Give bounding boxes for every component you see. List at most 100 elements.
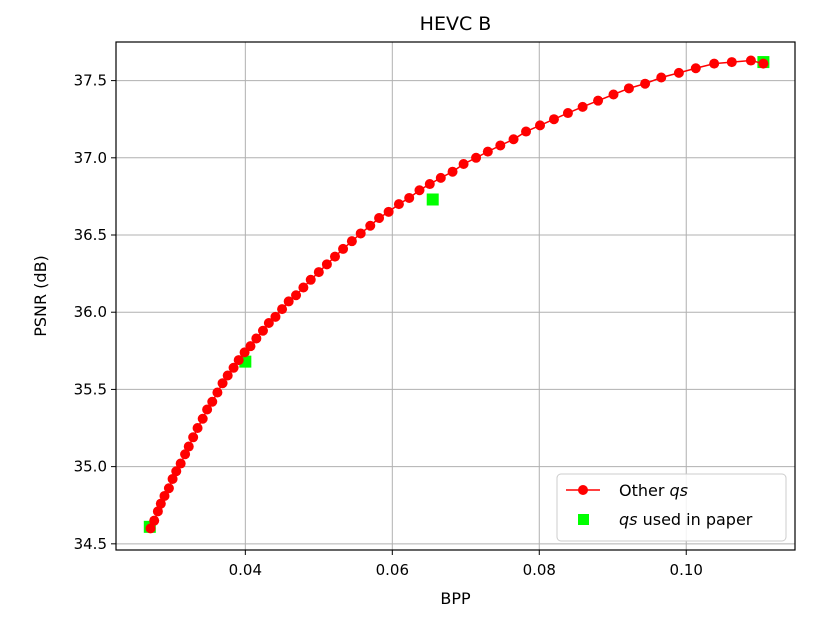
other-qs-point [270,311,281,322]
other-qs-point [508,134,519,145]
legend-box [556,473,787,542]
other-qs-point [577,101,588,112]
other-qs-point [167,473,178,484]
other-qs-point [338,243,349,254]
plot-frame [115,41,796,551]
y-axis-label: PSNR (dB) [31,255,50,337]
paper-qs-point [426,193,439,206]
other-qs-point [155,498,166,509]
legend-square-marker [578,514,589,525]
other-qs-point [374,213,385,224]
other-qs-point [245,341,256,352]
y-tick-label: 34.5 [74,535,107,553]
legend-label-italic: qs [670,481,689,500]
y-tick-label: 36.5 [74,226,107,244]
x-axis-label: BPP [440,589,471,608]
other-qs-point [277,304,288,315]
other-qs-point [283,296,294,307]
other-qs-point [291,290,302,301]
legend-label-other-qs: Other qs [619,481,688,500]
legend-label-qs-used-in-paper: qs used in paper [619,510,753,529]
other-qs-point [163,483,174,494]
other-qs-point [656,72,667,83]
other-qs-point [414,185,425,196]
other-qs-point [171,466,182,477]
other-qs-point [329,251,340,262]
x-tick-label: 0.10 [670,561,703,579]
other-qs-point [690,63,701,74]
x-tick-label: 0.06 [376,561,409,579]
other-qs-point [424,179,435,190]
other-qs-point [313,267,324,278]
other-qs-point [183,441,194,452]
other-qs-point [471,152,482,163]
other-qs-point [709,58,720,69]
other-qs-point [152,506,163,517]
legend-circle-marker [578,485,588,495]
other-qs-point [521,126,532,137]
other-qs-point [263,318,274,329]
other-qs-point [495,140,506,151]
other-qs-point [251,333,262,344]
y-tick-label: 36.0 [74,303,107,321]
other-qs-point [458,158,469,169]
other-qs-point [346,236,357,247]
y-tick-label: 37.0 [74,149,107,167]
y-tick-label: 35.5 [74,380,107,398]
other-qs-point [180,449,191,460]
other-qs-point [298,282,309,293]
y-axis-ticks: 34.5 35.0 35.5 36.0 36.5 37.0 37.5 [74,72,116,553]
other-qs-point [623,83,634,94]
other-qs-point [726,57,737,68]
other-qs-point [207,396,218,407]
other-qs-point [745,55,756,66]
other-qs-point [233,355,244,366]
other-qs-point [640,78,651,89]
chart-title: HEVC B [420,13,492,35]
other-qs-point [548,114,559,125]
legend-label-prefix: Other [619,481,670,500]
other-qs-point [393,199,404,210]
other-qs-point [202,404,213,415]
other-qs-point [217,378,228,389]
other-qs-line [149,59,764,529]
other-qs-point [159,490,170,501]
other-qs-point [435,172,446,183]
other-qs-point [222,370,233,381]
other-qs-point [404,192,415,203]
other-qs-point [257,325,268,336]
other-qs-point [228,362,239,373]
other-qs-point [365,220,376,231]
y-tick-label: 37.5 [74,72,107,90]
legend-item-other-qs: Other qs [566,481,688,500]
legend-label-italic: qs [619,510,638,529]
other-qs-point [383,206,394,217]
other-qs-point [212,387,223,398]
other-qs-point [305,274,316,285]
other-qs-point [758,58,769,69]
legend-item-qs-used-in-paper: qs used in paper [578,510,753,529]
other-qs-point [593,95,604,106]
other-qs-point [355,228,366,239]
other-qs-point [175,458,186,469]
x-tick-label: 0.04 [229,561,262,579]
other-qs-point [608,89,619,100]
y-tick-label: 35.0 [74,458,107,476]
other-qs-point [673,67,684,78]
other-qs-point [321,259,332,270]
other-qs-point [192,423,203,434]
series-layer [143,55,770,534]
other-qs-point [197,413,208,424]
legend: Other qs qs used in paper [556,473,787,542]
other-qs-point [145,523,156,534]
other-qs-point [188,432,199,443]
other-qs-point [149,515,160,526]
other-qs-point [535,120,546,131]
other-qs-point [447,166,458,177]
other-qs-point [482,146,493,157]
legend-label-suffix: used in paper [638,510,753,529]
x-tick-label: 0.08 [523,561,556,579]
other-qs-point [562,108,573,119]
x-axis-ticks: 0.04 0.06 0.08 0.10 [229,550,703,579]
